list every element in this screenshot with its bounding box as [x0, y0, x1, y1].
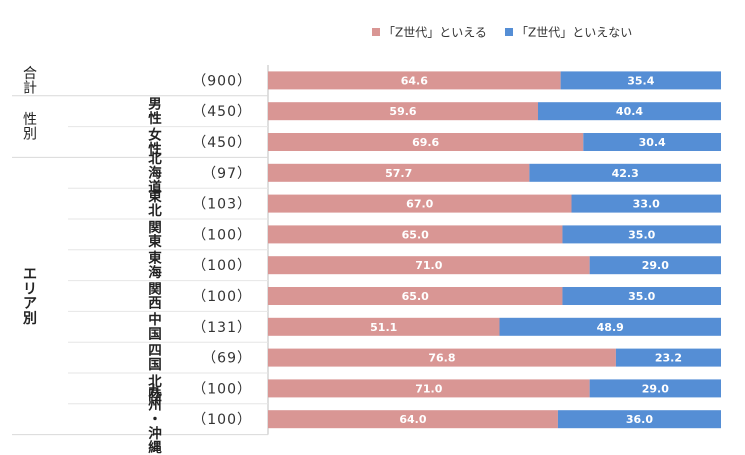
bar-label-8-series-1: 48.9: [597, 321, 624, 334]
bar-label-2-series-0: 69.6: [412, 136, 439, 149]
bar-label-11-series-0: 64.0: [399, 413, 426, 426]
bar-0-series-1: [560, 71, 721, 90]
row-label-8: 中国: [148, 311, 162, 342]
group-label-2: エリア別: [22, 267, 37, 327]
row-label-11: 九州・沖縄: [147, 383, 162, 455]
row-label-9: 四国: [148, 343, 162, 373]
bar-5-series-0: [268, 225, 563, 244]
bar-4-series-0: [268, 194, 572, 213]
row-count-6: （100）: [192, 258, 252, 274]
legend-label-1: 「Z世代」といえない: [516, 26, 632, 40]
bar-1-series-1: [537, 102, 721, 121]
bar-8-series-1: [499, 317, 721, 336]
bar-label-4-series-1: 33.0: [633, 198, 660, 211]
row-count-2: （450）: [192, 135, 252, 151]
row-count-3: （97）: [202, 166, 252, 182]
legend-label-0: 「Z世代」といえる: [383, 26, 487, 40]
bar-label-7-series-1: 35.0: [628, 290, 655, 303]
bar-4-series-1: [571, 194, 721, 213]
bar-label-0-series-1: 35.4: [627, 74, 654, 87]
bar-label-4-series-0: 67.0: [406, 198, 433, 211]
row-label-10: 北陸: [148, 374, 162, 404]
bar-label-6-series-1: 29.0: [642, 259, 669, 272]
row-label-5: 関東: [148, 220, 162, 250]
bar-7-series-0: [268, 287, 563, 305]
row-label-1: 男性: [148, 97, 162, 127]
row-count-1: （450）: [192, 104, 252, 120]
row-count-9: （69）: [202, 351, 252, 367]
legend-swatch-1: [505, 28, 513, 36]
group-label-0: 合計: [23, 66, 37, 97]
row-label-4: 東北: [148, 188, 162, 219]
bar-5-series-1: [562, 225, 721, 244]
bar-2-series-1: [583, 133, 721, 151]
row-label-7: 関西: [148, 281, 162, 311]
bar-6-series-1: [589, 256, 721, 275]
bar-label-3-series-0: 57.7: [385, 167, 412, 180]
bar-label-3-series-1: 42.3: [612, 167, 639, 180]
bar-11-series-1: [557, 410, 721, 429]
bar-label-5-series-1: 35.0: [628, 228, 655, 241]
group-label-1: 性別: [23, 112, 37, 143]
bar-label-2-series-1: 30.4: [639, 136, 666, 149]
bar-label-9-series-1: 23.2: [655, 352, 682, 365]
bar-6-series-0: [268, 256, 590, 275]
row-count-10: （100）: [192, 381, 252, 397]
row-count-4: （103）: [192, 197, 252, 213]
row-count-8: （131）: [192, 320, 252, 336]
bar-label-0-series-0: 64.6: [401, 74, 428, 87]
legend-swatch-0: [372, 28, 380, 36]
bar-10-series-1: [589, 379, 721, 398]
row-label-6: 東海: [148, 250, 162, 281]
row-count-5: （100）: [192, 227, 252, 243]
row-label-3: 北海道: [148, 151, 162, 195]
bar-label-7-series-0: 65.0: [402, 290, 429, 303]
bar-label-9-series-0: 76.8: [428, 352, 455, 365]
bar-9-series-0: [268, 348, 616, 367]
bar-3-series-1: [529, 163, 721, 182]
bar-label-6-series-0: 71.0: [415, 259, 442, 272]
bar-8-series-0: [268, 317, 500, 336]
bar-label-10-series-0: 71.0: [415, 382, 442, 395]
row-label-2: 女性: [148, 126, 162, 157]
bar-label-10-series-1: 29.0: [642, 382, 669, 395]
bar-11-series-0: [268, 410, 558, 429]
row-count-11: （100）: [192, 412, 252, 428]
bar-7-series-1: [562, 287, 721, 305]
bar-label-11-series-1: 36.0: [626, 413, 653, 426]
bar-10-series-0: [268, 379, 590, 398]
bar-3-series-0: [268, 163, 530, 182]
bar-label-5-series-0: 65.0: [402, 228, 429, 241]
bar-0-series-0: [268, 71, 561, 90]
bar-label-1-series-0: 59.6: [389, 105, 416, 118]
bar-2-series-0: [268, 133, 584, 151]
bar-label-8-series-0: 51.1: [370, 321, 397, 334]
bar-1-series-0: [268, 102, 538, 121]
row-count-7: （100）: [192, 289, 252, 305]
bar-label-1-series-1: 40.4: [616, 105, 643, 118]
row-count-0: （900）: [192, 73, 252, 89]
bar-9-series-1: [615, 348, 721, 367]
